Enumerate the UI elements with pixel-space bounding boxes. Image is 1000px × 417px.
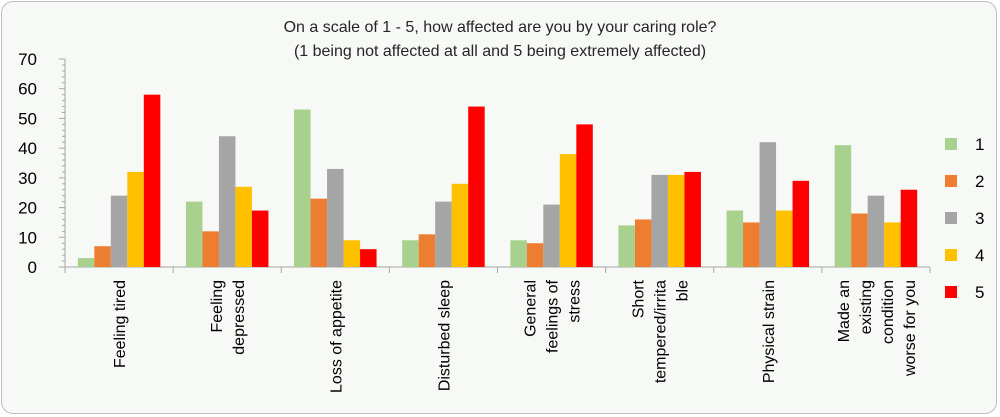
x-category-label: Loss of appetite [328, 280, 345, 393]
legend-label: 3 [975, 209, 984, 228]
x-category-label: tempered/irrita [653, 280, 670, 383]
x-category-label: Feeling tired [112, 280, 129, 368]
bar-series-3 [218, 136, 236, 267]
y-tick-label: 10 [18, 228, 37, 247]
bar-series-2 [202, 231, 219, 267]
bar-series-3 [759, 142, 777, 267]
x-category-label: condition [880, 280, 897, 344]
x-category-label: feelings of [545, 279, 562, 352]
legend-swatch [945, 138, 957, 150]
bar-series-1 [77, 258, 95, 267]
legend-swatch [945, 212, 957, 224]
y-tick-label: 70 [18, 50, 37, 69]
bar-series-4 [559, 154, 577, 267]
bar-series-5 [251, 210, 269, 267]
legend-label: 2 [975, 172, 984, 191]
y-tick-label: 20 [18, 199, 37, 218]
chart-subtitle: (1 being not affected at all and 5 being… [293, 43, 707, 60]
bar-series-2 [526, 243, 544, 267]
bar-series-5 [900, 189, 918, 267]
bar-series-3 [543, 204, 560, 267]
bar-series-1 [294, 109, 311, 267]
bar-series-1 [726, 210, 744, 267]
chart-title-block: On a scale of 1 - 5, how affected are yo… [180, 16, 820, 64]
bar-series-1 [510, 240, 527, 267]
bar-series-1 [185, 201, 203, 267]
bar-series-2 [851, 213, 868, 267]
bar-series-1 [402, 240, 419, 267]
x-category-label: General [523, 280, 540, 337]
bar-series-4 [451, 183, 469, 267]
legend-label: 5 [975, 283, 984, 302]
legend-swatch [945, 249, 957, 261]
bar-series-2 [743, 222, 760, 267]
bar-series-5 [792, 180, 810, 267]
x-category-label: stress [567, 280, 584, 323]
bar-series-5 [143, 94, 161, 268]
legend-label: 4 [975, 246, 984, 265]
bar-series-4 [667, 174, 685, 267]
bar-series-4 [235, 186, 252, 267]
y-tick-label: 50 [18, 109, 37, 128]
bar-series-3 [867, 195, 885, 267]
chart-title: On a scale of 1 - 5, how affected are yo… [283, 19, 717, 36]
bar-series-2 [634, 219, 652, 267]
bar-series-3 [651, 174, 668, 267]
x-category-label: worse for you [902, 280, 919, 377]
bar-series-2 [94, 246, 111, 267]
y-tick-label: 0 [28, 258, 37, 277]
x-category-label: Disturbed sleep [436, 280, 453, 391]
x-category-label: Made an [836, 280, 853, 342]
x-category-label: depressed [231, 280, 248, 355]
bar-series-3 [327, 168, 344, 267]
bar-series-2 [418, 234, 436, 267]
bar-series-3 [435, 201, 452, 267]
x-category-label: Short [631, 279, 648, 318]
bar-series-4 [884, 222, 901, 267]
y-tick-label: 60 [18, 80, 37, 99]
legend-swatch [945, 286, 957, 298]
bar-series-4 [776, 210, 793, 267]
bar-series-1 [834, 145, 852, 267]
bar-series-1 [618, 225, 635, 267]
bar-series-5 [360, 249, 377, 267]
bar-series-2 [310, 198, 328, 267]
x-category-label: existing [858, 280, 875, 334]
bar-series-3 [110, 195, 128, 267]
legend-swatch [945, 175, 957, 187]
x-category-label: Feeling [209, 280, 226, 332]
y-tick-label: 40 [18, 139, 37, 158]
x-category-label: Physical strain [761, 280, 778, 383]
x-category-label: ble [675, 280, 692, 301]
legend-label: 1 [975, 135, 984, 154]
bar-series-5 [468, 106, 485, 268]
bar-series-4 [127, 171, 144, 267]
bar-series-4 [343, 240, 361, 267]
bar-series-5 [684, 171, 701, 267]
y-tick-label: 30 [18, 169, 37, 188]
bar-series-5 [576, 124, 593, 267]
